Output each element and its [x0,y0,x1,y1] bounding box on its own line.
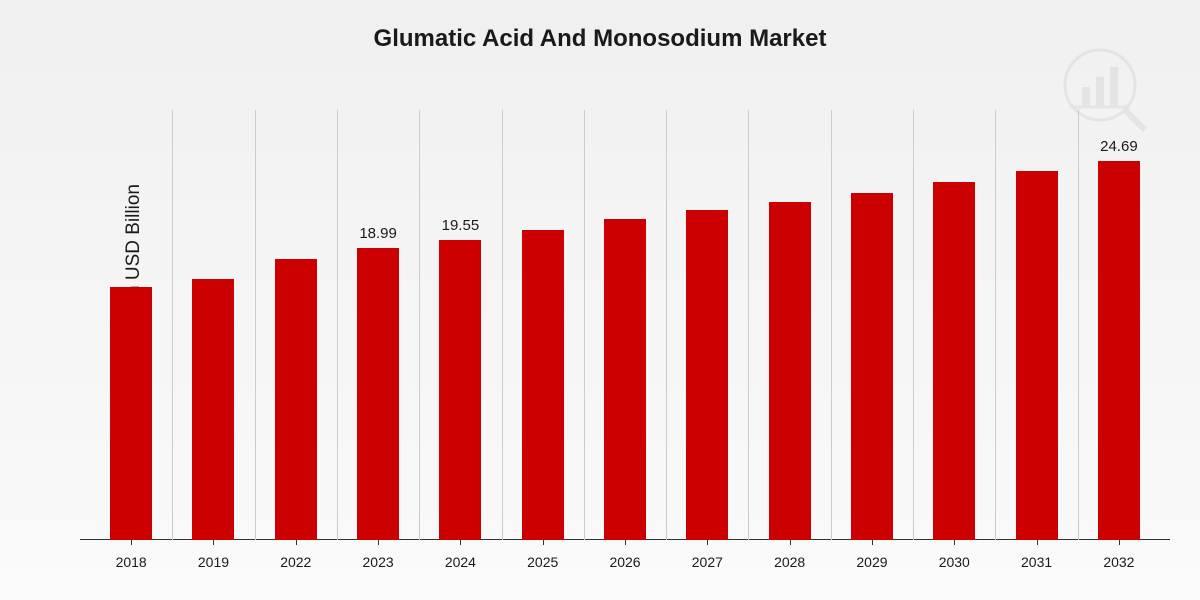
bar-group: 19.55 [419,110,501,540]
bar-group [666,110,748,540]
x-tick [1119,540,1120,545]
x-tick [296,540,297,545]
x-axis-label: 2027 [666,554,748,570]
bar [769,202,811,540]
x-tick [460,540,461,545]
bar-value-label: 18.99 [359,225,397,242]
grid-line [172,110,173,540]
x-tick [790,540,791,545]
bar [275,259,317,540]
bar [1016,171,1058,540]
x-tick [213,540,214,545]
bar-group [995,110,1077,540]
x-tick [872,540,873,545]
bar-group [172,110,254,540]
x-tick [131,540,132,545]
bar-group [913,110,995,540]
bar-value-label: 24.69 [1100,138,1138,155]
bar-group: 18.99 [337,110,419,540]
grid-line [831,110,832,540]
x-axis-label: 2031 [995,554,1077,570]
x-axis-label: 2023 [337,554,419,570]
chart-container: Glumatic Acid And Monosodium Market Mark… [0,0,1200,600]
bar [851,193,893,540]
bar [522,230,564,540]
grid-line [584,110,585,540]
bar-group [90,110,172,540]
x-tick [954,540,955,545]
x-axis-label: 2029 [831,554,913,570]
x-tick [625,540,626,545]
grid-line [666,110,667,540]
bar-value-label: 19.55 [442,217,480,234]
grid-line [1078,110,1079,540]
x-axis-label: 2022 [255,554,337,570]
bar-group [502,110,584,540]
bar [110,287,152,540]
grid-line [255,110,256,540]
x-tick [1037,540,1038,545]
bar-group [831,110,913,540]
bar-group [255,110,337,540]
bar [686,210,728,540]
x-axis-label: 2024 [419,554,501,570]
x-tick [378,540,379,545]
bar-group [584,110,666,540]
bar [933,182,975,540]
x-axis-label: 2032 [1078,554,1160,570]
bar [192,279,234,540]
x-tick [707,540,708,545]
grid-line [419,110,420,540]
x-labels-container: 2018201920222023202420252026202720282029… [80,554,1170,570]
x-axis-label: 2026 [584,554,666,570]
grid-line [995,110,996,540]
grid-line [913,110,914,540]
bar [357,248,399,540]
bar [604,219,646,540]
x-axis-label: 2018 [90,554,172,570]
grid-line [337,110,338,540]
x-axis-label: 2028 [749,554,831,570]
chart-title: Glumatic Acid And Monosodium Market [374,25,827,53]
x-axis-label: 2030 [913,554,995,570]
x-axis-label: 2019 [172,554,254,570]
bars-container: 18.99 19.55 24.69 [80,110,1170,540]
plot-area: 18.99 19.55 24.69 [80,110,1170,540]
bar [1098,161,1140,540]
x-tick [543,540,544,545]
bar [439,240,481,540]
grid-line [748,110,749,540]
x-axis-label: 2025 [502,554,584,570]
grid-line [502,110,503,540]
bar-group: 24.69 [1078,110,1160,540]
bar-group [749,110,831,540]
